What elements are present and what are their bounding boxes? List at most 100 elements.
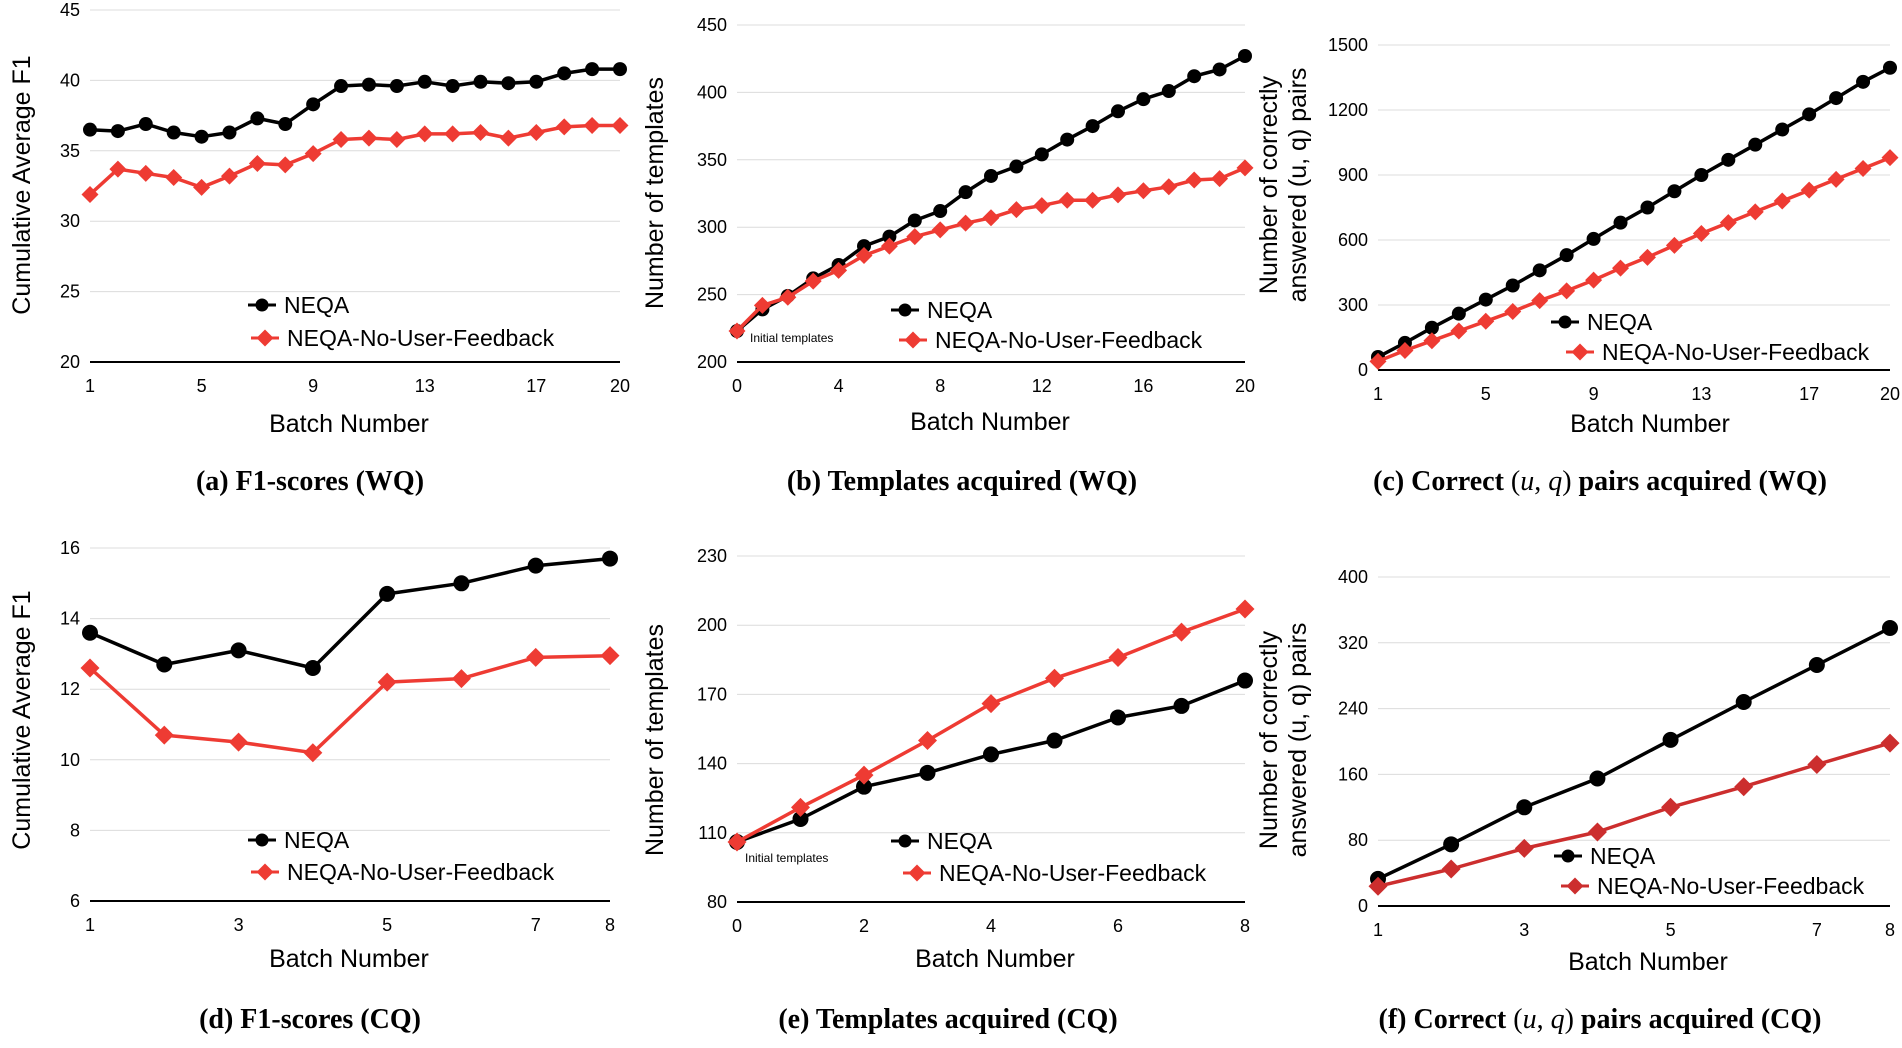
y-tick-label: 400: [1338, 567, 1368, 587]
data-point: [1172, 622, 1191, 642]
caption-part: u: [1523, 1004, 1537, 1035]
data-point: [982, 209, 1000, 227]
data-point: [830, 261, 848, 279]
data-point: [360, 129, 378, 147]
x-tick-label: 9: [308, 376, 318, 396]
data-point: [600, 646, 620, 666]
data-point: [919, 764, 936, 781]
data-point: [388, 131, 406, 149]
y-axis-title: Cumulative Average F1: [8, 55, 36, 314]
data-point: [445, 79, 460, 94]
data-point: [555, 118, 573, 136]
data-point: [1735, 694, 1752, 711]
data-point: [1585, 271, 1603, 289]
legend-label: NEQA-No-User-Feedback: [1597, 873, 1865, 899]
data-point: [1237, 672, 1253, 689]
data-point: [377, 672, 397, 692]
y-tick-label: 25: [60, 282, 80, 302]
x-tick-label: 8: [605, 915, 615, 935]
x-tick-label: 13: [1691, 384, 1711, 404]
data-point: [304, 660, 321, 677]
legend-label: NEQA-No-User-Feedback: [935, 327, 1203, 353]
data-point: [1443, 836, 1460, 853]
x-tick-label: 1: [85, 915, 95, 935]
x-tick-label: 4: [986, 916, 996, 936]
data-point: [1187, 69, 1202, 84]
y-axis-title: Number of templates: [641, 77, 669, 309]
y-tick-label: 16: [60, 538, 80, 558]
data-point: [557, 66, 572, 81]
data-point: [453, 575, 470, 592]
data-point: [1734, 777, 1754, 797]
data-point: [1109, 186, 1127, 204]
data-point: [857, 239, 871, 254]
data-point: [220, 167, 238, 185]
y-tick-label: 80: [1348, 830, 1368, 850]
data-point: [278, 117, 293, 132]
data-point: [882, 229, 897, 244]
data-point: [1692, 225, 1710, 242]
data-point: [83, 122, 97, 137]
x-tick-label: 20: [610, 376, 630, 396]
data-point: [1045, 668, 1064, 688]
data-point: [1589, 770, 1606, 787]
data-point: [303, 743, 323, 763]
data-point: [1640, 200, 1655, 215]
chart-panel-f: 0 80 160 240 320 400 1 3 5 7 8 Batch Number Number o…: [1255, 567, 1900, 1035]
data-point: [1662, 731, 1679, 748]
legend-marker: [904, 331, 922, 349]
x-axis-title: Batch Number: [915, 945, 1075, 973]
legend-marker: [256, 329, 274, 347]
data-point: [1060, 132, 1075, 147]
data-point: [1173, 697, 1190, 714]
data-point: [1007, 201, 1025, 219]
data-point: [529, 74, 544, 89]
caption-part: u: [1520, 466, 1534, 497]
data-point: [1719, 214, 1737, 232]
data-point: [1665, 236, 1683, 254]
data-point: [602, 550, 618, 567]
data-point: [156, 656, 173, 673]
annotation-initial-templates: Initial templates: [750, 331, 833, 345]
data-point: [194, 129, 209, 144]
data-point: [527, 557, 544, 574]
legend-marker: [256, 863, 274, 881]
y-tick-label: 0: [1358, 896, 1368, 916]
legend-marker: [1558, 315, 1572, 329]
y-tick-label: 160: [1338, 764, 1368, 784]
data-point: [527, 123, 545, 141]
x-tick-label: 3: [1519, 920, 1529, 940]
x-tick-label: 1: [85, 376, 95, 396]
data-point: [499, 129, 517, 147]
y-axis-title-line: answered (u, q) pairs: [1284, 68, 1312, 303]
y-tick-label: 200: [697, 615, 727, 635]
data-point: [138, 117, 153, 132]
y-tick-label: 12: [60, 679, 80, 699]
data-point: [880, 237, 898, 255]
x-tick-label: 17: [526, 376, 546, 396]
legend-label: NEQA: [1587, 309, 1653, 335]
annotation-initial-templates: Initial templates: [745, 851, 828, 865]
data-point: [727, 832, 747, 852]
data-point: [137, 164, 155, 182]
legend-label: NEQA: [927, 297, 993, 323]
y-axis-title: Number of correctlyanswered (u, q) pairs: [1255, 623, 1312, 858]
data-point: [109, 160, 127, 178]
legend-marker: [898, 303, 912, 317]
legend-label: NEQA: [1590, 843, 1656, 869]
data-point: [1084, 191, 1102, 209]
data-point: [1613, 215, 1628, 230]
data-point: [451, 669, 471, 689]
data-point: [379, 585, 396, 602]
caption-part: pairs acquired (WQ): [1572, 466, 1827, 497]
y-tick-label: 350: [697, 150, 727, 170]
caption: (f) Correct (u, q) pairs acquired (CQ): [1379, 1004, 1822, 1035]
data-point: [1773, 192, 1791, 210]
x-tick-label: 0: [732, 916, 742, 936]
data-point: [1883, 60, 1897, 75]
data-point: [1661, 797, 1681, 817]
x-axis-title: Batch Number: [1570, 410, 1730, 438]
data-point: [1694, 168, 1709, 182]
data-point: [1802, 107, 1817, 122]
legend-label: NEQA: [284, 292, 350, 318]
